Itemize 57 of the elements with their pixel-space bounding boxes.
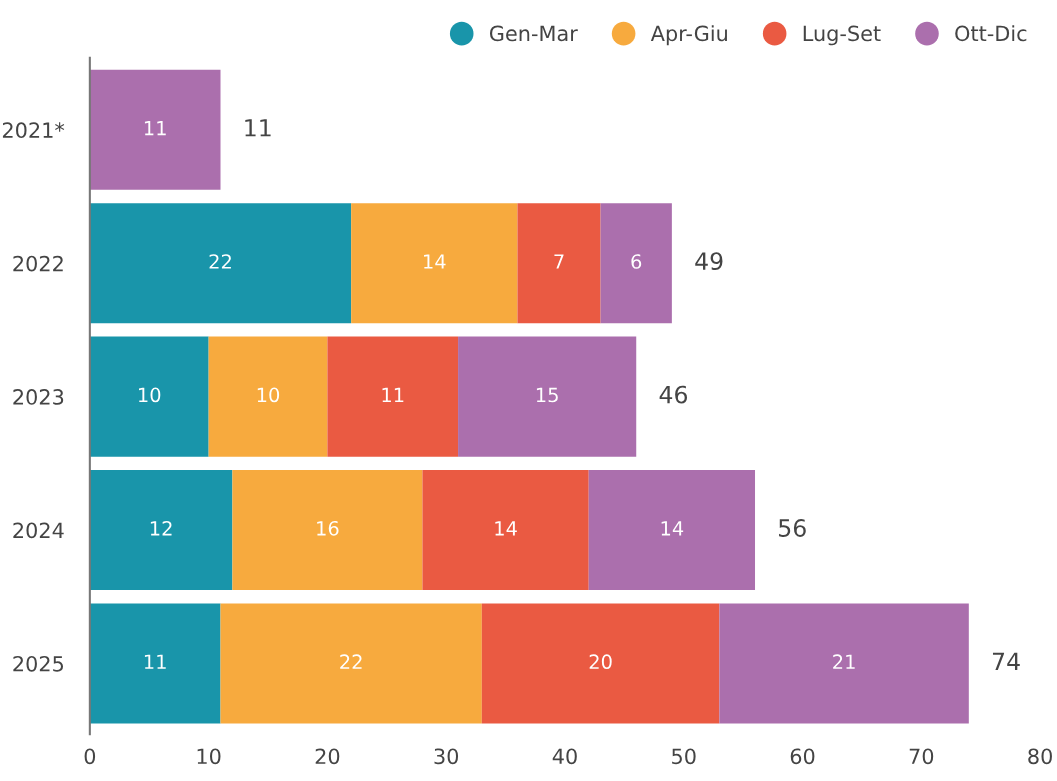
- bar: [600, 203, 672, 324]
- bar: [89, 603, 221, 724]
- data-label: 15: [536, 387, 558, 403]
- bar: [422, 470, 589, 591]
- x-tick-label: 0: [84, 748, 96, 765]
- data-label: 14: [495, 521, 517, 536]
- x-tick-label: 60: [790, 748, 815, 765]
- bar: [327, 336, 459, 457]
- y-tick-label: 2021*: [2, 122, 65, 139]
- data-label: 16: [317, 520, 339, 536]
- bar: [208, 336, 328, 457]
- data-label: 7: [554, 254, 564, 269]
- x-tick-label: 50: [672, 748, 696, 765]
- data-label: 10: [257, 387, 280, 403]
- x-tick-label: 40: [552, 748, 577, 765]
- y-tick-label: 2022: [13, 255, 63, 272]
- y-tick-label: 2025: [13, 655, 64, 672]
- bar: [89, 69, 221, 190]
- y-tick-label: 2023: [13, 389, 64, 405]
- data-label: 14: [661, 521, 684, 536]
- x-tick-label: 70: [909, 748, 934, 765]
- data-label: 21: [833, 654, 855, 669]
- bar: [481, 603, 720, 724]
- legend-label: Ott-Dic: [955, 25, 1027, 42]
- data-label: 11: [144, 654, 166, 669]
- bar: [719, 603, 969, 724]
- data-label: 22: [340, 654, 362, 669]
- data-label: 22: [209, 254, 231, 269]
- x-tick-label: 20: [315, 748, 340, 765]
- bar: [220, 603, 482, 724]
- x-tick-label: 30: [434, 748, 459, 765]
- total-label: 11: [245, 119, 271, 137]
- total-label: 46: [659, 385, 688, 404]
- total-label: 49: [695, 252, 723, 271]
- data-label: 6: [631, 254, 642, 269]
- bar: [517, 203, 601, 324]
- bar: [89, 336, 209, 457]
- x-tick-label: 10: [197, 748, 221, 765]
- bar: [232, 470, 423, 591]
- bar: [588, 470, 756, 591]
- legend-label: Apr-Giu: [650, 25, 727, 46]
- legend-label: Lug-Set: [803, 25, 881, 46]
- data-label: 14: [424, 254, 446, 269]
- bar: [89, 470, 233, 591]
- bar: [351, 203, 518, 324]
- bar: [458, 336, 637, 457]
- total-label: 74: [992, 652, 1020, 670]
- bar: [89, 203, 352, 324]
- total-label: 56: [779, 519, 806, 537]
- x-tick-label: 80: [1028, 748, 1052, 765]
- data-label: 12: [150, 520, 172, 536]
- data-label: 10: [139, 387, 161, 403]
- data-label: 20: [589, 654, 612, 670]
- data-label: 11: [144, 121, 166, 136]
- legend-label: Gen-Mar: [489, 25, 578, 42]
- y-tick-label: 2024: [13, 522, 64, 539]
- data-label: 11: [382, 387, 404, 402]
